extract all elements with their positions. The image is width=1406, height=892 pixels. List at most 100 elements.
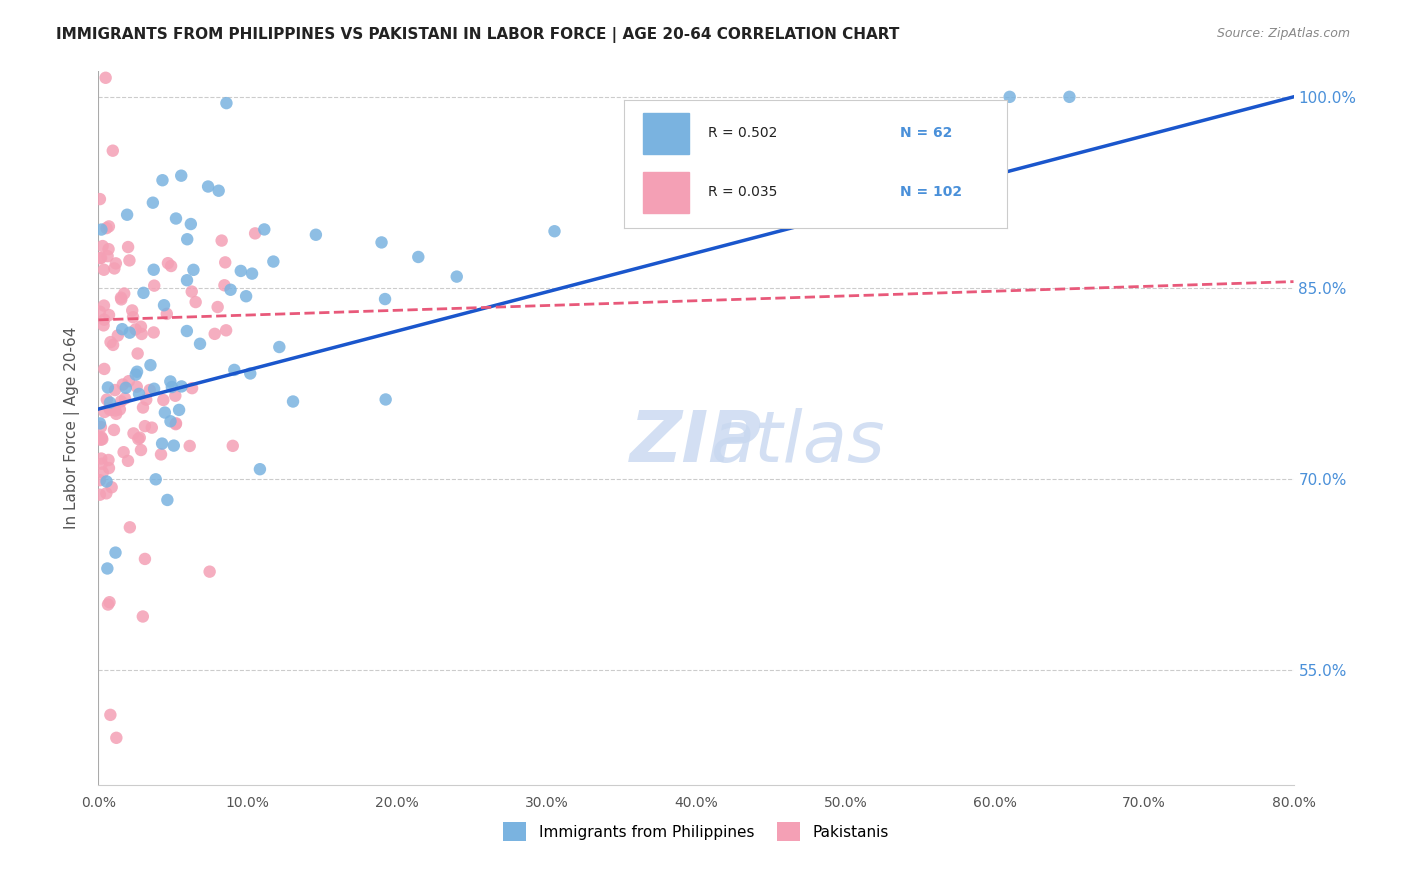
Pakistanis [131,326,153,341]
Immigrants from Philippines [145,472,167,486]
Pakistanis [152,392,174,407]
Immigrants from Philippines [156,492,179,507]
Immigrants from Philippines [176,232,198,246]
Immigrants from Philippines [408,250,430,264]
Pakistanis [90,433,112,447]
Immigrants from Philippines [305,227,328,242]
Pakistanis [211,234,233,248]
Pakistanis [93,312,115,326]
Pakistanis [96,486,118,500]
Pakistanis [110,394,132,409]
Pakistanis [135,392,157,407]
Pakistanis [117,240,139,254]
Pakistanis [132,609,155,624]
Pakistanis [100,480,122,494]
Pakistanis [98,401,121,415]
Pakistanis [243,227,266,241]
Pakistanis [117,454,139,468]
Immigrants from Philippines [998,90,1021,104]
Immigrants from Philippines [229,264,252,278]
Pakistanis [128,431,150,445]
Immigrants from Philippines [208,184,231,198]
Pakistanis [98,707,122,722]
Pakistanis [89,304,111,318]
Pakistanis [101,338,124,352]
Immigrants from Philippines [1059,90,1081,104]
Pakistanis [105,731,128,745]
Immigrants from Philippines [159,375,181,389]
Pakistanis [142,326,165,340]
Pakistanis [91,432,114,446]
Immigrants from Philippines [159,414,181,428]
Pakistanis [90,430,112,444]
Text: ZIP: ZIP [630,408,762,477]
Pakistanis [122,426,145,441]
Pakistanis [107,328,129,343]
Immigrants from Philippines [446,269,468,284]
Immigrants from Philippines [176,273,198,287]
Pakistanis [165,389,187,403]
Immigrants from Philippines [188,336,211,351]
Immigrants from Philippines [165,211,187,226]
Pakistanis [129,443,152,458]
Immigrants from Philippines [170,379,193,393]
Pakistanis [90,451,112,466]
Pakistanis [127,346,149,360]
Immigrants from Philippines [215,96,238,111]
Pakistanis [110,293,132,307]
Immigrants from Philippines [183,263,205,277]
Pakistanis [114,392,136,406]
Pakistanis [112,445,135,459]
Pakistanis [184,295,207,310]
Immigrants from Philippines [153,406,176,420]
Immigrants from Philippines [180,217,202,231]
Pakistanis [214,278,236,293]
Immigrants from Philippines [224,363,246,377]
Text: atlas: atlas [710,408,884,477]
Immigrants from Philippines [240,267,263,281]
Pakistanis [132,401,155,415]
Immigrants from Philippines [235,289,257,303]
Pakistanis [90,420,112,434]
Pakistanis [97,598,120,612]
Pakistanis [100,335,122,350]
Pakistanis [134,552,156,566]
Pakistanis [138,383,160,397]
Pakistanis [129,319,152,334]
Immigrants from Philippines [167,403,190,417]
Pakistanis [96,221,118,235]
Immigrants from Philippines [170,169,193,183]
Immigrants from Philippines [90,222,112,236]
Pakistanis [160,259,183,273]
Pakistanis [156,307,179,321]
Pakistanis [118,374,141,388]
Pakistanis [101,144,124,158]
Pakistanis [207,300,229,314]
Pakistanis [215,323,238,337]
Pakistanis [91,239,114,253]
Pakistanis [134,419,156,434]
Pakistanis [121,303,143,318]
Text: IMMIGRANTS FROM PHILIPPINES VS PAKISTANI IN LABOR FORCE | AGE 20-64 CORRELATION : IMMIGRANTS FROM PHILIPPINES VS PAKISTANI… [56,27,900,43]
Pakistanis [111,377,134,392]
Pakistanis [93,299,115,313]
Pakistanis [127,432,149,446]
Immigrants from Philippines [150,436,173,450]
Pakistanis [214,255,236,269]
Pakistanis [181,381,204,395]
Pakistanis [165,417,187,432]
Pakistanis [143,278,166,293]
Immigrants from Philippines [97,380,120,394]
Pakistanis [179,439,201,453]
Pakistanis [94,70,117,85]
Y-axis label: In Labor Force | Age 20-64: In Labor Force | Age 20-64 [63,327,80,529]
Pakistanis [96,392,118,407]
Pakistanis [112,286,135,301]
Immigrants from Philippines [132,285,155,300]
Pakistanis [91,466,114,480]
Pakistanis [93,405,115,419]
Text: Source: ZipAtlas.com: Source: ZipAtlas.com [1216,27,1350,40]
Immigrants from Philippines [118,326,141,340]
Immigrants from Philippines [139,358,162,372]
Immigrants from Philippines [219,283,242,297]
